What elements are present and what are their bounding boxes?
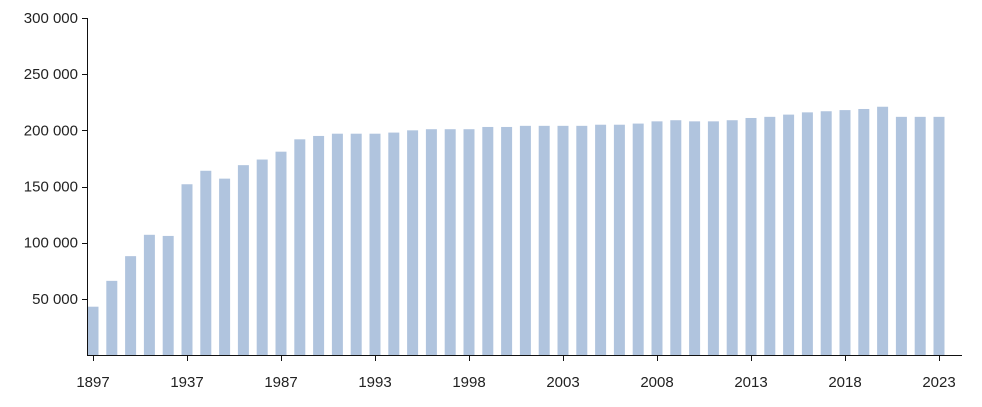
bar	[670, 120, 682, 355]
bar	[237, 165, 249, 355]
bar	[200, 170, 212, 355]
bar	[350, 133, 362, 355]
bar	[707, 121, 719, 355]
bar	[839, 110, 851, 355]
y-tick-label: 300 000	[24, 10, 78, 27]
bar	[632, 123, 644, 355]
x-tick-label: 1987	[264, 374, 297, 391]
bar	[125, 256, 137, 355]
bars-group	[87, 106, 945, 356]
bar	[313, 135, 325, 355]
x-tick-label: 1897	[76, 374, 109, 391]
bar	[820, 111, 832, 356]
bar	[933, 116, 945, 355]
bar	[407, 130, 419, 355]
bar	[331, 133, 343, 355]
x-tick-label: 1937	[170, 374, 203, 391]
bar	[858, 108, 870, 356]
bar	[106, 280, 118, 355]
bar	[256, 159, 268, 355]
bar	[275, 151, 287, 355]
bar	[595, 124, 607, 355]
x-tick-label: 2008	[640, 374, 673, 391]
bar	[501, 126, 513, 356]
y-tick-label: 200 000	[24, 122, 78, 139]
bar	[143, 234, 155, 355]
bar	[745, 117, 757, 355]
y-tick-label: 100 000	[24, 235, 78, 252]
bar	[877, 106, 889, 356]
bar	[519, 125, 531, 355]
bar	[801, 112, 813, 355]
bar	[294, 139, 306, 355]
x-tick-label: 2013	[734, 374, 767, 391]
y-tick-label: 50 000	[32, 291, 78, 308]
bar	[444, 129, 456, 355]
x-tick-label: 2003	[546, 374, 579, 391]
bar	[651, 121, 663, 355]
bar	[87, 306, 99, 355]
bar	[369, 133, 381, 355]
bar	[613, 124, 625, 355]
y-axis-ticks: 50 000 100 000 150 000 200 000 250 000 300 00…	[24, 10, 88, 308]
bar	[689, 121, 701, 355]
bar	[463, 129, 475, 355]
x-tick-label: 2018	[828, 374, 861, 391]
x-tick-label: 2023	[922, 374, 955, 391]
x-tick-label: 1993	[358, 374, 391, 391]
bar	[783, 114, 795, 355]
bar	[425, 129, 437, 355]
bar	[764, 116, 776, 355]
y-tick-label: 150 000	[24, 179, 78, 196]
bar	[538, 125, 550, 355]
bar	[482, 126, 494, 356]
bar	[557, 125, 569, 355]
bar	[388, 132, 400, 355]
bar	[914, 116, 926, 355]
bar	[181, 184, 193, 355]
bar	[576, 125, 588, 355]
bar	[219, 178, 231, 355]
y-tick-label: 250 000	[24, 66, 78, 83]
bar	[726, 120, 738, 355]
x-tick-label: 1998	[452, 374, 485, 391]
bar	[895, 116, 907, 355]
bar	[162, 235, 174, 355]
x-axis-ticks: 1897 1937 1987 1993 1998 2003 2008 2013 2018 2023	[76, 355, 956, 391]
